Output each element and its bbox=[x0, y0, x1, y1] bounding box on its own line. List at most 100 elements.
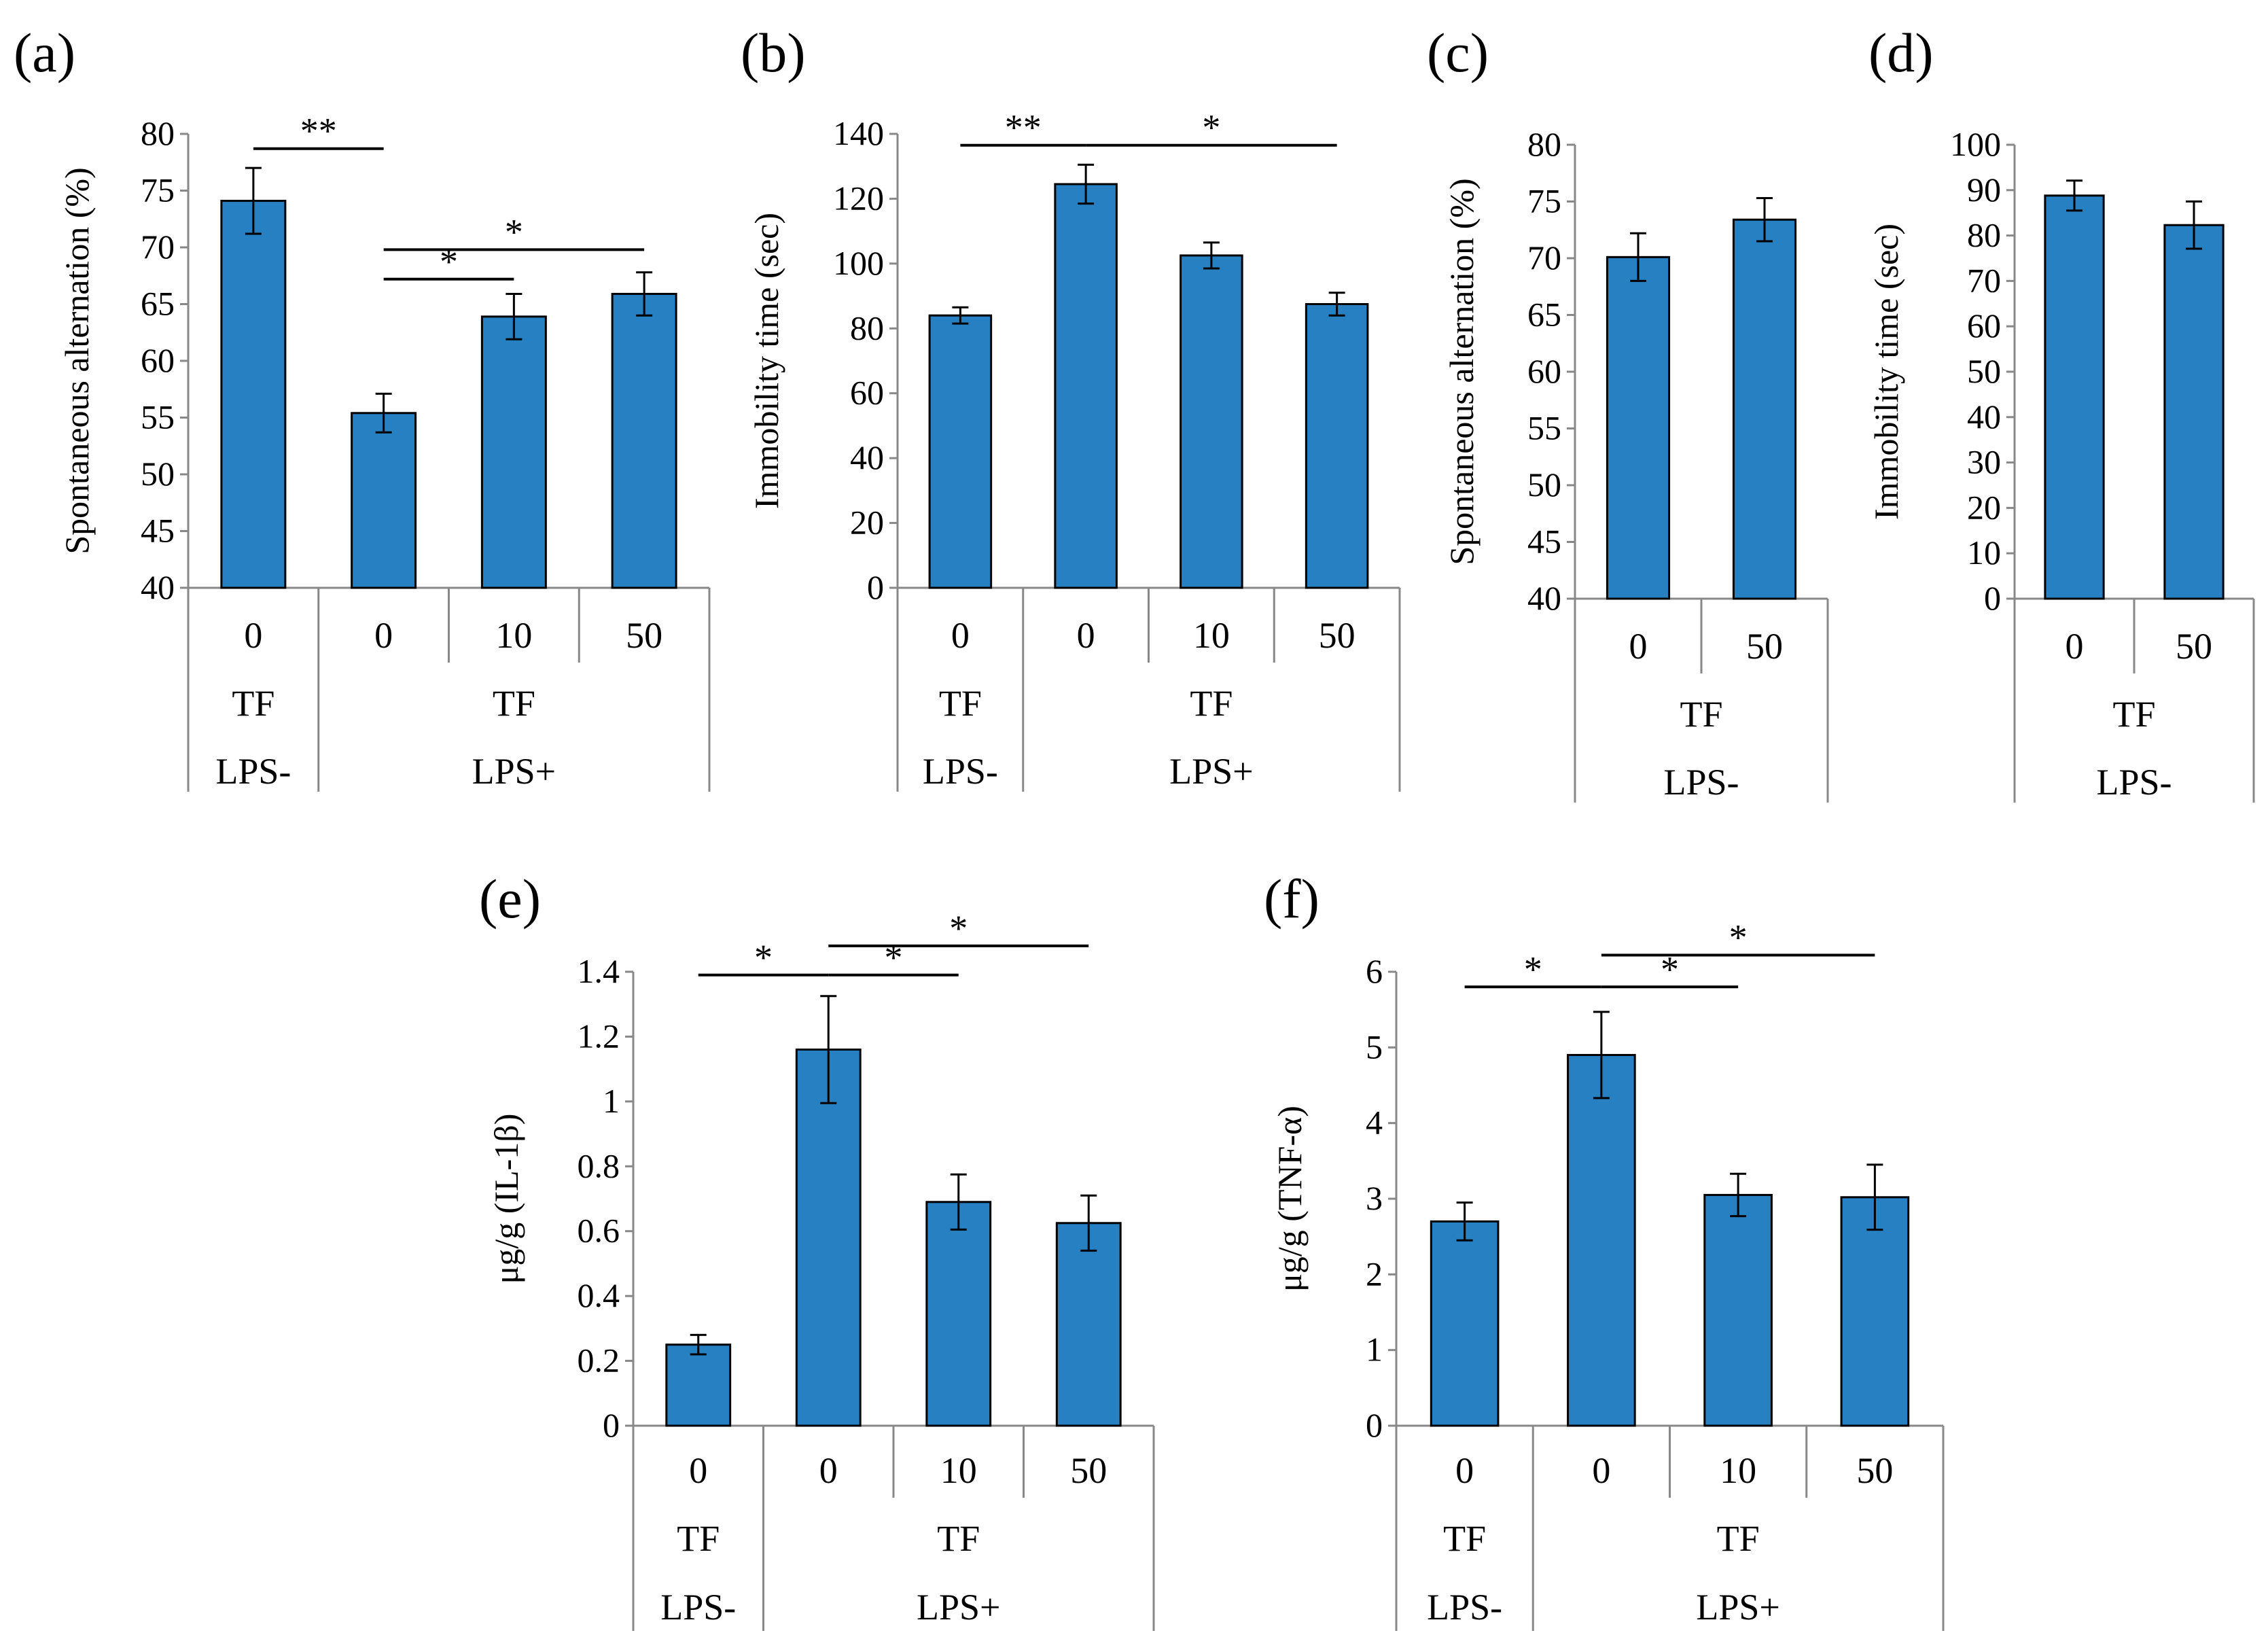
y-tick-label: 80 bbox=[1967, 216, 2001, 254]
x-category-label: 0 bbox=[1455, 1450, 1474, 1491]
panel-label: (b) bbox=[741, 22, 806, 84]
y-tick-label: 80 bbox=[850, 309, 884, 347]
panel-label: (a) bbox=[14, 22, 75, 84]
bar-0 bbox=[928, 314, 993, 589]
panel-label: (e) bbox=[479, 868, 541, 930]
bar-2 bbox=[1180, 254, 1243, 589]
x-category-label: 0 bbox=[1592, 1450, 1610, 1491]
bar-3 bbox=[611, 292, 677, 589]
y-tick-label: 70 bbox=[1527, 239, 1561, 277]
significance-marker: * bbox=[440, 241, 458, 282]
y-tick-label: 0 bbox=[603, 1406, 620, 1444]
y-tick-label: 0.6 bbox=[578, 1212, 620, 1250]
panel-label: (f) bbox=[1264, 868, 1319, 930]
y-tick-label: 20 bbox=[1967, 488, 2001, 526]
y-tick-label: 40 bbox=[1967, 398, 2001, 436]
x-category-label: 0 bbox=[819, 1450, 838, 1491]
y-tick-label: 60 bbox=[1527, 352, 1561, 390]
x-category-label: 0 bbox=[374, 615, 393, 656]
y-tick-label: 30 bbox=[1967, 443, 2001, 481]
y-tick-label: 140 bbox=[833, 114, 884, 152]
y-tick-label: 40 bbox=[141, 568, 175, 606]
significance-marker: * bbox=[505, 211, 523, 252]
chart-panel-e: (e) μg/g (IL-1β) 0 0.2 0.4 0.6 0.8 1 1.2 1.4 0 0 10 5… bbox=[479, 868, 1155, 1631]
x-category-label: 10 bbox=[1720, 1450, 1756, 1491]
y-tick-label: 1.2 bbox=[578, 1017, 620, 1055]
y-axis-title: Spontaneous alternation (%) bbox=[58, 167, 96, 554]
y-axis-title: μg/g (IL-1β) bbox=[487, 1114, 525, 1284]
significance-marker: ** bbox=[300, 111, 337, 152]
group-label-tf: TF bbox=[1717, 1518, 1760, 1559]
y-tick-label: 10 bbox=[1967, 533, 2001, 572]
significance-marker: ** bbox=[1005, 107, 1042, 148]
group-label-lps: LPS- bbox=[923, 751, 998, 792]
x-category-label: 50 bbox=[1070, 1450, 1107, 1491]
group-label-lps: LPS+ bbox=[1696, 1587, 1780, 1628]
y-tick-label: 65 bbox=[1527, 296, 1561, 334]
y-axis-title: Spontaneous alternation (%) bbox=[1442, 178, 1481, 565]
x-category-label: 50 bbox=[626, 615, 662, 656]
y-tick-label: 55 bbox=[1527, 409, 1561, 447]
y-tick-label: 45 bbox=[141, 512, 175, 550]
y-tick-label: 50 bbox=[1967, 352, 2001, 390]
panel-label: (c) bbox=[1427, 22, 1489, 84]
y-tick-label: 0 bbox=[1984, 579, 2001, 617]
group-label-tf: TF bbox=[493, 683, 535, 724]
y-axis-title: Immobility time (sec) bbox=[747, 213, 785, 509]
y-tick-label: 40 bbox=[1527, 579, 1561, 617]
significance-marker: * bbox=[754, 937, 773, 978]
group-label-lps: LPS+ bbox=[917, 1587, 1001, 1628]
y-tick-label: 90 bbox=[1967, 171, 2001, 209]
group-label-tf: TF bbox=[677, 1518, 720, 1559]
chart-panel-c: (c) Spontaneous alternation (%) 40 45 50 55 60… bbox=[1427, 22, 1829, 803]
significance-marker: * bbox=[1202, 107, 1220, 148]
y-tick-label: 50 bbox=[141, 455, 175, 493]
y-tick-label: 20 bbox=[850, 504, 884, 542]
y-tick-label: 1.4 bbox=[578, 952, 620, 990]
bar-1 bbox=[795, 1049, 862, 1427]
x-category-label: 50 bbox=[1319, 615, 1356, 656]
bar-1 bbox=[2163, 224, 2225, 600]
x-category-label: 50 bbox=[1856, 1450, 1893, 1491]
group-label-lps: LPS+ bbox=[1169, 751, 1254, 792]
group-label-tf: TF bbox=[2112, 694, 2155, 735]
x-category-label: 10 bbox=[495, 615, 532, 656]
bar-2 bbox=[925, 1201, 992, 1427]
y-tick-label: 0.4 bbox=[578, 1276, 620, 1314]
group-label-lps: LPS+ bbox=[472, 751, 556, 792]
y-tick-label: 55 bbox=[141, 398, 175, 436]
bar-0 bbox=[665, 1343, 732, 1427]
y-tick-label: 3 bbox=[1366, 1179, 1383, 1217]
group-label-tf: TF bbox=[1190, 683, 1233, 724]
bar-3 bbox=[1305, 303, 1369, 589]
x-category-label: 10 bbox=[940, 1450, 977, 1491]
y-tick-label: 75 bbox=[1527, 182, 1561, 220]
y-tick-label: 6 bbox=[1366, 952, 1383, 990]
x-category-label: 50 bbox=[1746, 626, 1783, 667]
chart-panel-f: (f) μg/g (TNF-α) 0 1 2 3 4 5 6 0 0 10 50 TF TF LPS- LPS+… bbox=[1264, 868, 1945, 1631]
y-tick-label: 0 bbox=[867, 568, 884, 606]
group-label-lps: LPS- bbox=[2096, 762, 2172, 803]
x-category-label: 0 bbox=[1077, 615, 1095, 656]
significance-marker: * bbox=[949, 908, 968, 949]
group-label-tf: TF bbox=[937, 1518, 980, 1559]
y-tick-label: 80 bbox=[141, 114, 175, 152]
y-tick-label: 45 bbox=[1527, 523, 1561, 561]
y-tick-label: 2 bbox=[1366, 1254, 1383, 1293]
y-tick-label: 70 bbox=[141, 228, 175, 266]
bar-1 bbox=[351, 412, 417, 589]
bar-1 bbox=[1054, 183, 1118, 589]
y-tick-label: 0.2 bbox=[578, 1341, 620, 1379]
y-tick-label: 50 bbox=[1527, 465, 1561, 504]
y-tick-label: 100 bbox=[833, 244, 884, 282]
y-tick-label: 70 bbox=[1967, 261, 2001, 299]
chart-panel-a: (a) Spontaneous alternation (%) 40 45 50 55 60… bbox=[14, 22, 711, 792]
x-category-label: 0 bbox=[689, 1450, 707, 1491]
y-tick-label: 1 bbox=[603, 1082, 620, 1120]
y-tick-label: 4 bbox=[1366, 1104, 1383, 1142]
group-label-tf: TF bbox=[232, 683, 274, 724]
bar-2 bbox=[1703, 1193, 1773, 1427]
significance-marker: * bbox=[1661, 949, 1679, 989]
chart-panel-d: (d) Immobility time (sec) 0 10 20 30 40 50 60 70 8… bbox=[1867, 22, 2255, 803]
